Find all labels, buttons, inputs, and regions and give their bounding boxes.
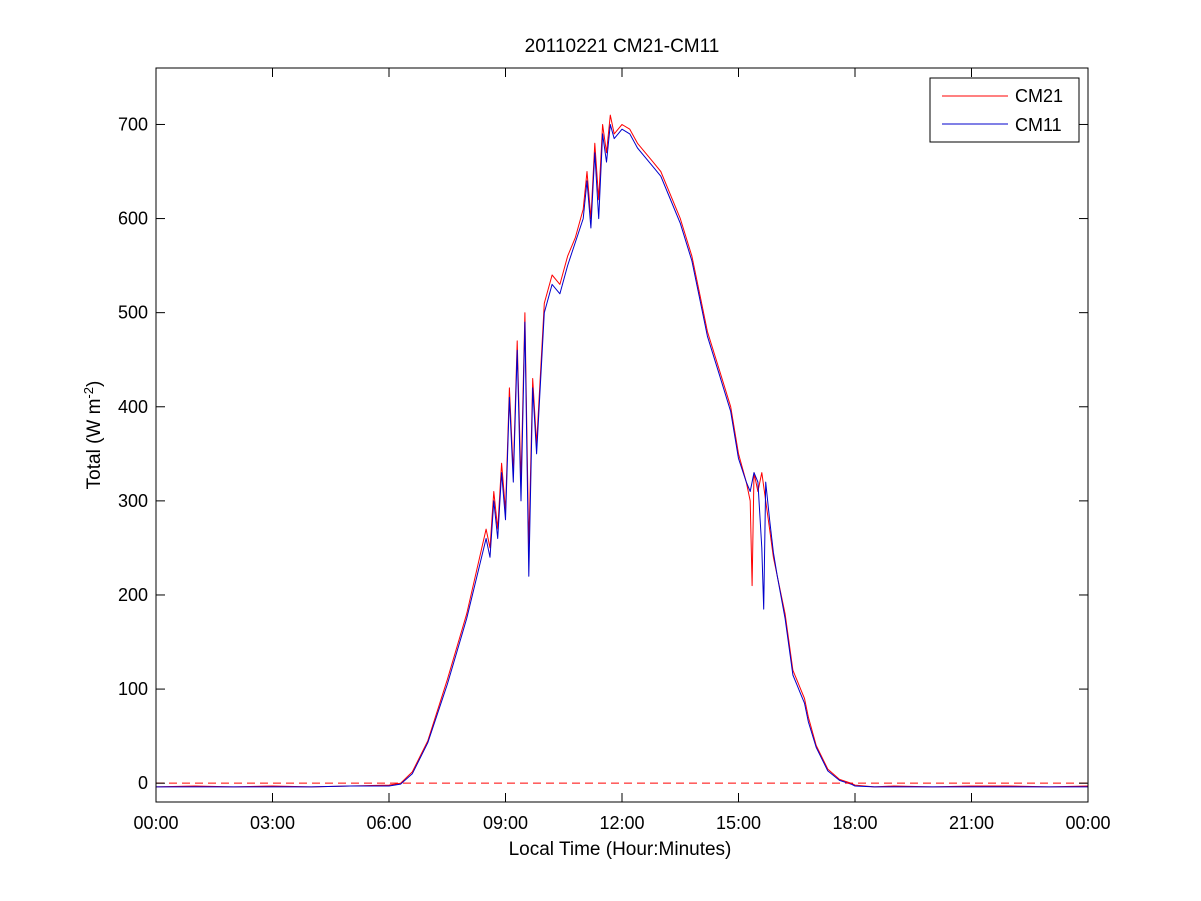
y-axis-label-end: )	[84, 381, 105, 387]
y-axis-label-main: Total (W m	[84, 399, 105, 490]
x-tick-label: 00:00	[1065, 813, 1110, 833]
y-tick-label: 600	[118, 209, 148, 229]
x-tick-label: 09:00	[483, 813, 528, 833]
series-line-cm11	[156, 124, 1088, 788]
y-tick-label: 400	[118, 397, 148, 417]
x-tick-label: 06:00	[366, 813, 411, 833]
y-tick-label: 0	[138, 773, 148, 793]
x-axis-label: Local Time (Hour:Minutes)	[509, 839, 732, 860]
series-layer	[155, 114, 1089, 788]
x-tick-label: 03:00	[250, 813, 295, 833]
x-tick-label: 15:00	[716, 813, 761, 833]
chart-title: 20110221 CM21-CM11	[525, 36, 720, 57]
y-axis-label: Total (W m-2)	[81, 381, 106, 490]
legend-label-cm11: CM11	[1015, 115, 1062, 135]
legend-label-cm21: CM21	[1015, 86, 1063, 106]
y-tick-label: 700	[118, 114, 148, 134]
y-axis-label-superscript: -2	[81, 387, 96, 399]
x-tick-label: 12:00	[599, 813, 644, 833]
x-tick-label: 21:00	[949, 813, 994, 833]
x-tick-label: 00:00	[133, 813, 178, 833]
x-axis-ticks: 00:00 03:00 06:00 09:00 12:00 15:00 18:00 21:00…	[133, 68, 1111, 833]
y-tick-label: 300	[118, 491, 148, 511]
plot-area	[156, 68, 1088, 802]
y-tick-label: 500	[118, 303, 148, 323]
y-axis-ticks: 0 100 200 300 400 500 600 700	[118, 114, 1088, 793]
legend-box	[929, 77, 1080, 143]
x-tick-label: 18:00	[832, 813, 877, 833]
legend: CM21 CM11	[929, 77, 1080, 143]
y-tick-label: 100	[118, 679, 148, 699]
series-line-cm21	[155, 114, 1089, 788]
y-tick-label: 200	[118, 585, 148, 605]
